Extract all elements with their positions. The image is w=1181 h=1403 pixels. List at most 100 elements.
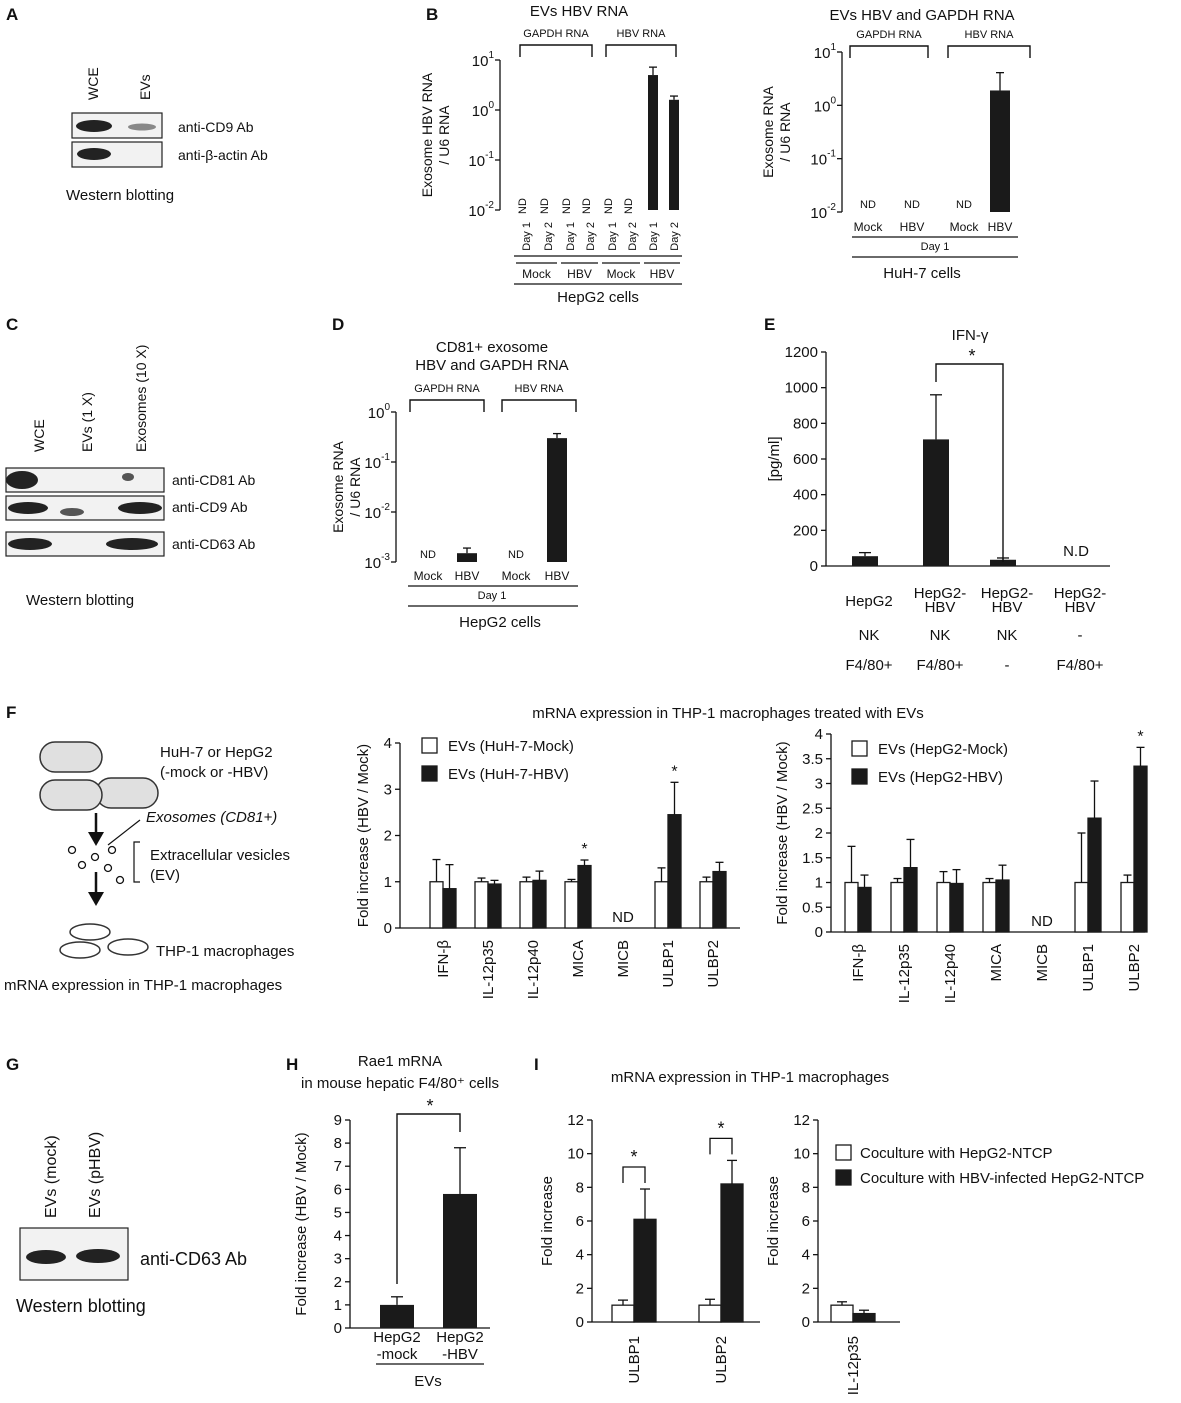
blot-band	[8, 502, 48, 514]
y-tick-label: 4	[384, 735, 392, 752]
y-tick-label: 0.5	[802, 899, 823, 916]
significance-bracket	[396, 1113, 461, 1284]
significance-star: *	[968, 346, 975, 366]
y-axis-label: Fold increase (HBV / Mock)	[293, 1132, 310, 1315]
chart-title: CD81+ exosome	[436, 339, 548, 356]
blot-band	[76, 120, 112, 132]
y-tick-label: 0	[334, 1320, 342, 1337]
y-tick-label: 0	[576, 1314, 584, 1331]
significance-bracket	[622, 1166, 646, 1184]
x-tick-label: Mock	[414, 569, 444, 583]
significance-bracket	[935, 363, 1004, 562]
chart-e: 0 200 400 600 800 1000 1200 [pg/ml] IFN-γ HepG2 NK…	[766, 327, 1110, 674]
nd-label: ND	[860, 199, 876, 211]
panel-letter-b: B	[426, 5, 438, 24]
y-tick-label: 2	[815, 825, 823, 842]
x-tick-label: ULBP1	[626, 1336, 643, 1384]
y-tick-label: 2	[334, 1274, 342, 1291]
chart-i-ulbp: 0 2 4 6 8 10 12 Fold increase * ULBP1 * ULBP2 Cocult…	[539, 1112, 1144, 1384]
x-axis-label: HepG2 cells	[459, 614, 541, 631]
chart-h: 0 1 2 3 4 5 6 7 8 9 Fold increase (HBV / Mock) Rae1…	[293, 1053, 499, 1390]
x-tick-label: IL-12p35	[845, 1336, 862, 1395]
x-tick-label: Mock	[854, 220, 884, 234]
y-axis-label: Exosome HBV RNA	[419, 72, 435, 197]
schematic-cells-2: (-mock or -HBV)	[160, 764, 268, 781]
x-tick-label: ULBP2	[705, 940, 722, 988]
condition-f480: F4/80+	[1056, 657, 1103, 674]
x-tick-label: HBV	[900, 220, 925, 234]
y-tick-label: 2	[576, 1280, 584, 1297]
bar-hbv	[667, 814, 682, 929]
schematic-ev-2: (EV)	[150, 867, 180, 884]
bar-mock	[654, 881, 669, 929]
condition-f480: -	[1005, 657, 1010, 674]
y-tick-label: 3	[334, 1251, 342, 1268]
y-tick-label: 4	[334, 1228, 342, 1245]
significance-star: *	[671, 763, 677, 780]
y-axis-label: Exosome RNA	[330, 440, 346, 532]
group-bracket	[947, 45, 1031, 58]
panel-letter-f: F	[6, 703, 16, 722]
chart-i-il12: 0 2 4 6 8 10 12 Fold increase IL-12p35	[765, 1112, 900, 1395]
group-label: Mock	[607, 267, 637, 281]
vesicle-icon	[103, 863, 113, 873]
x-tick-label: Day 1	[648, 222, 660, 251]
condition-f480: F4/80+	[845, 657, 892, 674]
bar-hbv	[442, 888, 457, 929]
x-tick-label: HepG2	[373, 1329, 421, 1346]
chart-title: IFN-γ	[952, 327, 989, 344]
x-tick-label: ULBP1	[660, 940, 677, 988]
x-axis-label: HuH-7 cells	[883, 265, 961, 282]
y-tick-label: 6	[576, 1213, 584, 1230]
panel-letter-d: D	[332, 315, 344, 334]
y-tick-label: 3	[384, 781, 392, 798]
x-tick-label: Mock	[950, 220, 980, 234]
lane-label-wce: WCE	[31, 419, 47, 452]
condition-nk: NK	[859, 627, 880, 644]
y-axis-label: Fold increase	[765, 1176, 782, 1266]
y-tick-label: 3.5	[802, 751, 823, 768]
panel-letter-i: I	[534, 1055, 539, 1074]
y-tick-label: 12	[567, 1112, 584, 1129]
x-tick-label: Day 1	[521, 222, 533, 251]
y-tick-label: 2.5	[802, 800, 823, 817]
blot-band	[6, 471, 38, 489]
legend-swatch-hbv	[851, 768, 868, 785]
y-tick-label: 10-3	[364, 552, 390, 572]
nd-label: ND	[603, 198, 615, 214]
lane-label-wce: WCE	[85, 67, 101, 100]
group-bracket	[849, 45, 929, 58]
y-tick-label: 1000	[785, 380, 818, 397]
bar-hbv	[577, 864, 592, 929]
x-tick-label: HBV	[545, 569, 570, 583]
x-tick-label: HepG2	[436, 1329, 484, 1346]
vesicle-icon	[115, 875, 125, 885]
cell-shape	[39, 779, 103, 811]
bar-mock	[1120, 881, 1135, 933]
x-axis-label: HepG2 cells	[557, 289, 639, 306]
x-tick-label: Day 2	[585, 222, 597, 251]
y-tick-label: 4	[815, 726, 823, 743]
bracket-label: GAPDH RNA	[856, 29, 922, 41]
nd-label: ND	[539, 198, 551, 214]
y-tick-label: 3	[815, 776, 823, 793]
y-tick-label: 1	[384, 874, 392, 891]
chart-f-huh7: 0 1 2 3 4 Fold increase (HBV / Mock) IFN-β IL-1…	[355, 735, 740, 999]
lane-label-evs: EVs (1 X)	[79, 392, 95, 452]
x-tick-label: MICB	[615, 940, 632, 978]
y-tick-label: 7	[334, 1158, 342, 1175]
bracket-label: HBV RNA	[515, 383, 565, 395]
bar-hbv	[995, 879, 1010, 933]
y-tick-label: 10-2	[468, 200, 494, 220]
nd-label: ND	[1031, 913, 1053, 930]
y-tick-label: 4	[576, 1247, 584, 1264]
vesicle-icon	[107, 845, 117, 855]
x-tick-label: -mock	[377, 1346, 418, 1363]
blot-band	[122, 473, 134, 481]
condition-nk: NK	[930, 627, 951, 644]
x-tick-label: HepG2-	[914, 585, 967, 602]
legend-swatch-hbv	[835, 1169, 852, 1186]
band-label-cd81: anti-CD81 Ab	[172, 472, 255, 488]
bar	[990, 90, 1010, 212]
